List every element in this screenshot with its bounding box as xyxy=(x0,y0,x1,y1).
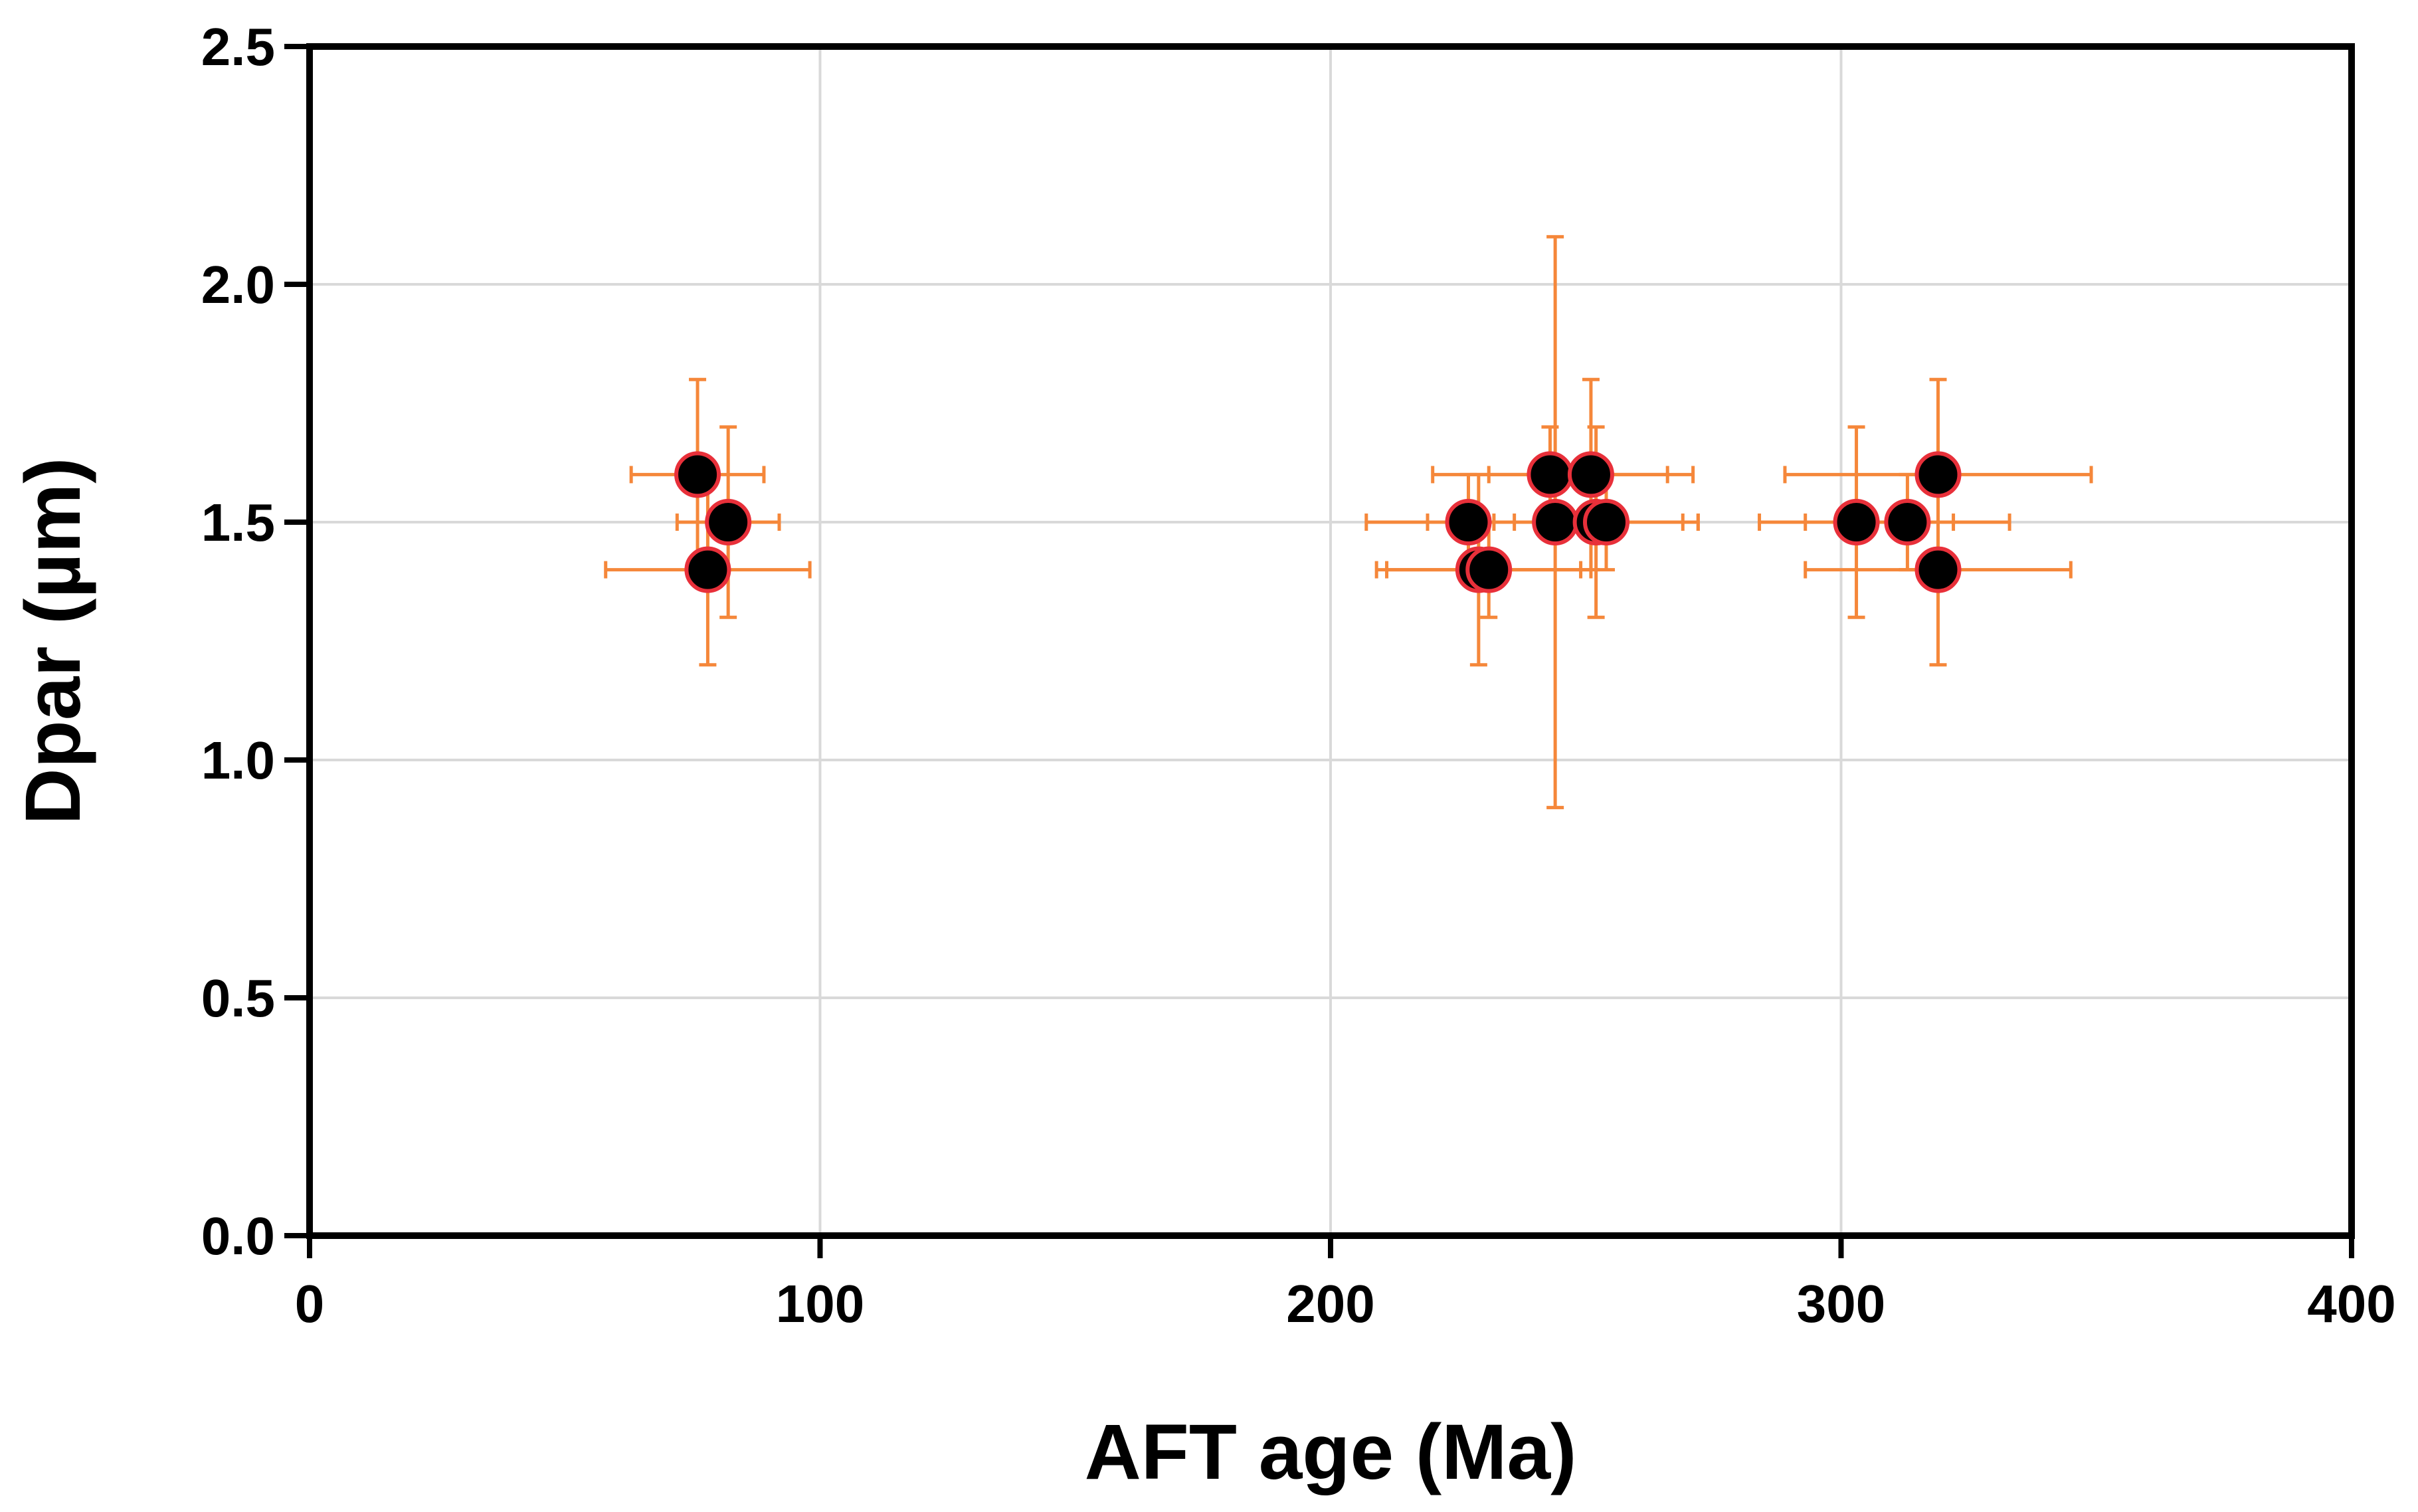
grid-lines xyxy=(310,47,2352,1236)
y-tick-label: 0.5 xyxy=(201,969,275,1028)
y-axis-title: Dpar (µm) xyxy=(9,457,97,824)
data-point xyxy=(1833,499,1880,545)
data-point xyxy=(1445,499,1492,545)
y-tick-label: 2.5 xyxy=(201,17,275,76)
data-points xyxy=(674,451,1962,593)
y-tick-label: 0.0 xyxy=(201,1206,275,1266)
x-tick-label: 200 xyxy=(1286,1274,1374,1333)
x-tick-label: 0 xyxy=(295,1274,325,1333)
data-point xyxy=(1567,451,1614,498)
data-point xyxy=(1465,546,1513,593)
data-point xyxy=(1914,546,1962,593)
x-tick-label: 300 xyxy=(1797,1274,1885,1333)
data-point xyxy=(1532,499,1579,545)
x-axis-title: AFT age (Ma) xyxy=(1085,1408,1577,1496)
data-point xyxy=(705,499,752,545)
data-point xyxy=(1527,451,1574,498)
error-bars xyxy=(604,235,2093,810)
y-tick-label: 2.0 xyxy=(201,255,275,314)
axis-ticks xyxy=(284,44,2354,1258)
x-axis-tick-labels: 0 100 200 300 400 xyxy=(295,1274,2396,1333)
y-tick-label: 1.5 xyxy=(201,493,275,552)
data-point xyxy=(1582,499,1629,545)
data-point xyxy=(1914,451,1962,498)
y-tick-label: 1.0 xyxy=(201,731,275,790)
data-point xyxy=(674,451,721,498)
y-axis-tick-labels: 0.0 0.5 1.0 1.5 2.0 2.5 xyxy=(201,17,275,1266)
data-point xyxy=(684,546,731,593)
x-tick-label: 400 xyxy=(2307,1274,2395,1333)
x-tick-label: 100 xyxy=(776,1274,864,1333)
data-point xyxy=(1884,499,1931,545)
